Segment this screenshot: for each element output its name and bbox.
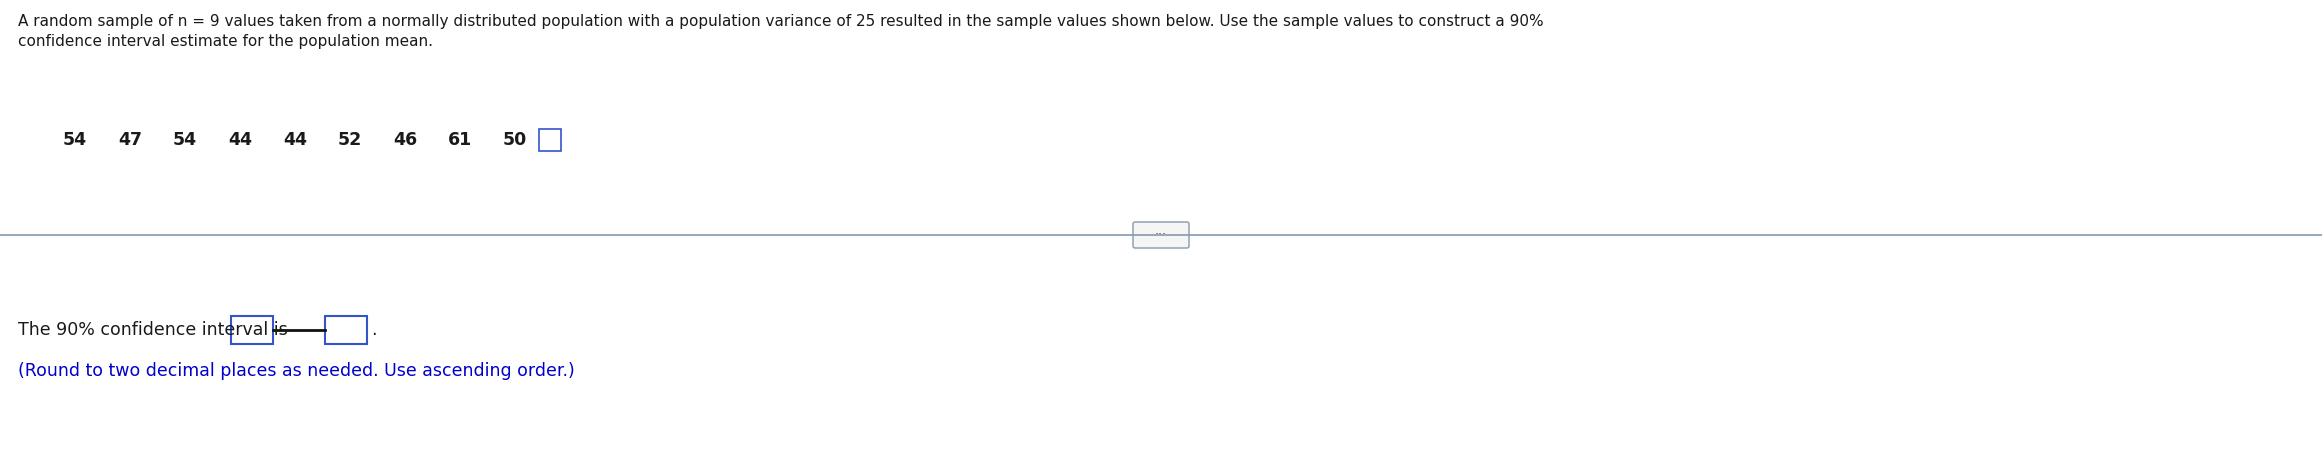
Text: (Round to two decimal places as needed. Use ascending order.): (Round to two decimal places as needed. …	[19, 362, 576, 380]
Text: 46: 46	[392, 131, 418, 149]
Text: 52: 52	[339, 131, 362, 149]
Text: .: .	[372, 321, 376, 339]
Text: 44: 44	[228, 131, 253, 149]
Text: 61: 61	[448, 131, 471, 149]
Bar	[325, 316, 367, 344]
Text: 54: 54	[172, 131, 197, 149]
Text: 44: 44	[283, 131, 307, 149]
Bar	[539, 129, 562, 151]
Bar	[230, 316, 272, 344]
Text: 50: 50	[504, 131, 527, 149]
Text: The 90% confidence interval is: The 90% confidence interval is	[19, 321, 293, 339]
Text: 54: 54	[63, 131, 86, 149]
Text: ···: ···	[1154, 228, 1168, 242]
Text: confidence interval estimate for the population mean.: confidence interval estimate for the pop…	[19, 34, 432, 49]
FancyBboxPatch shape	[1133, 222, 1189, 248]
Text: 47: 47	[118, 131, 142, 149]
Text: A random sample of n = 9 values taken from a normally distributed population wit: A random sample of n = 9 values taken fr…	[19, 14, 1544, 29]
